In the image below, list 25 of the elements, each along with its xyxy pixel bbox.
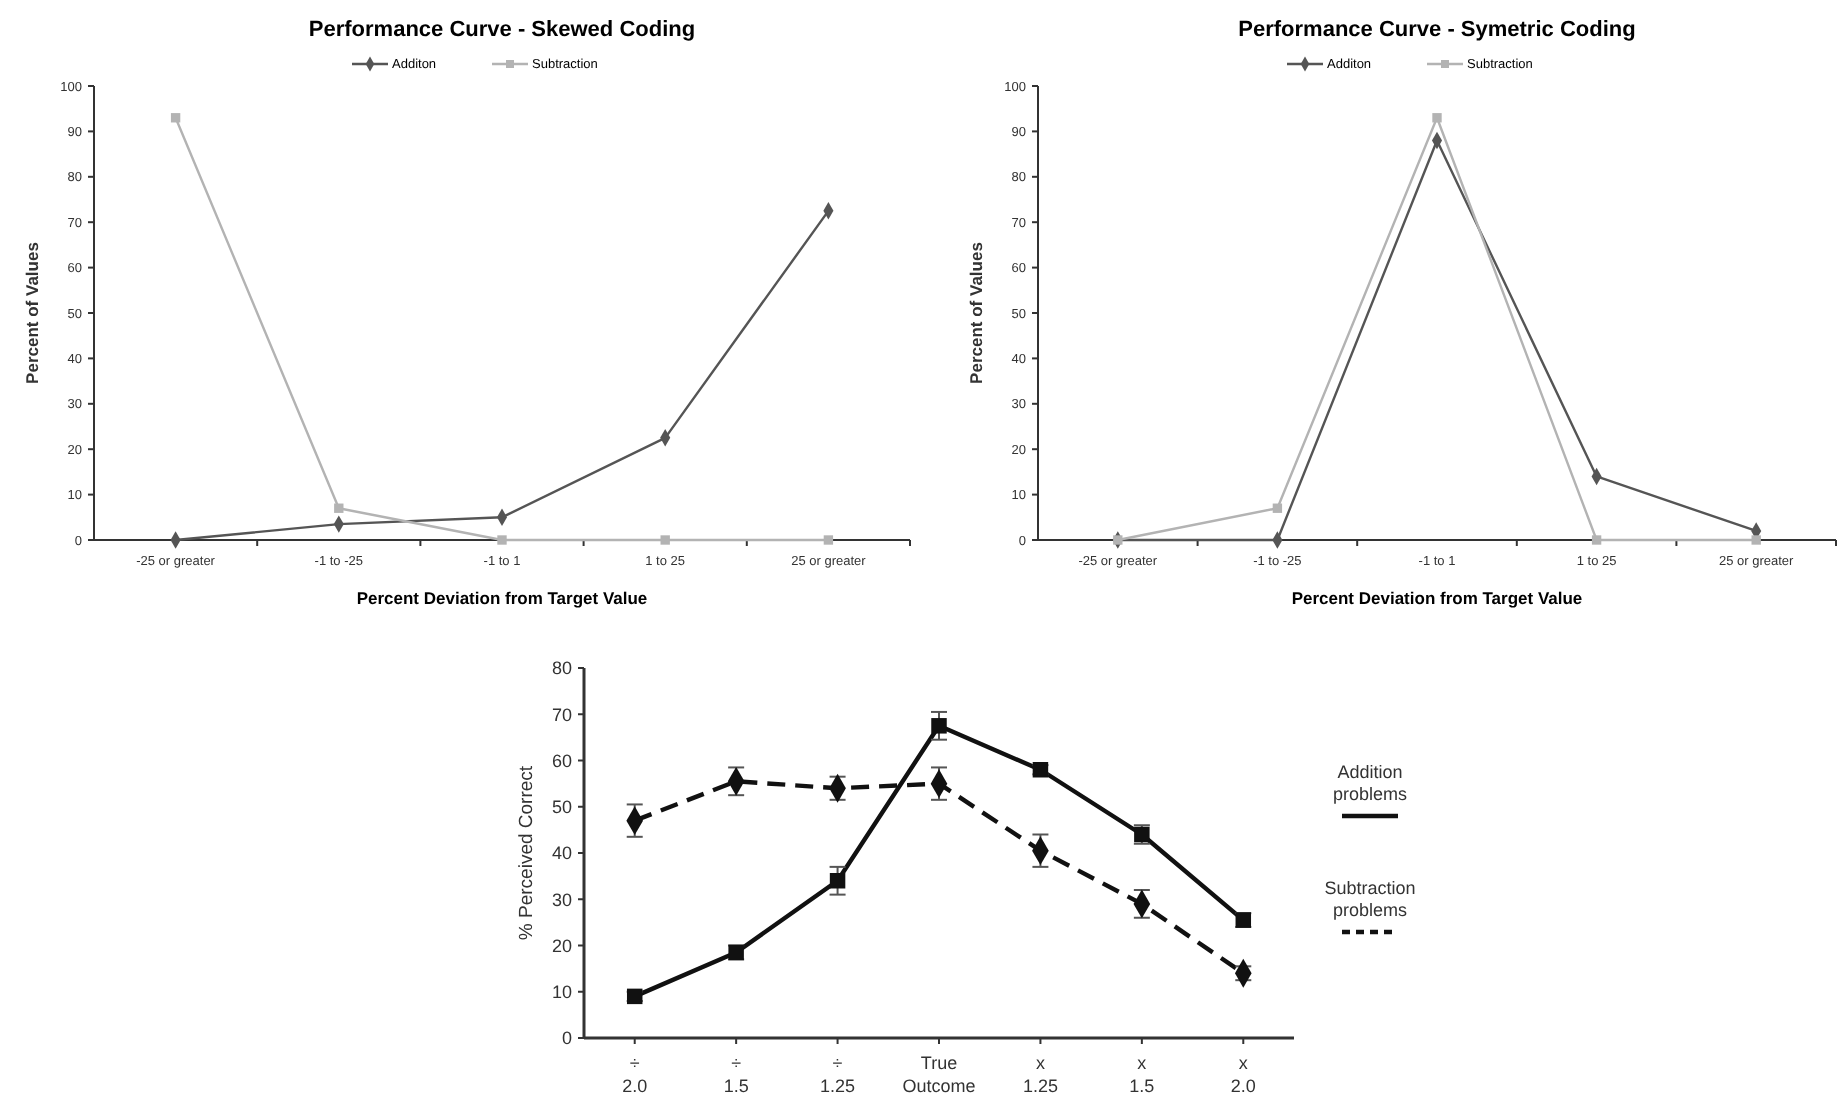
- y-tick-label: 10: [551, 982, 572, 1003]
- y-tick-label: 50: [551, 797, 572, 818]
- x-tick-label: x 1.5: [1129, 1053, 1155, 1096]
- chart-title: Performance Curve - Symetric Coding: [1238, 18, 1636, 42]
- y-axis-title: Percent of Values: [966, 241, 986, 384]
- x-tick-label: ÷ 1.25: [820, 1053, 856, 1096]
- x-axis-title: Percent Deviation from Target Value: [1291, 588, 1583, 608]
- y-tick-label: 70: [551, 704, 572, 725]
- text: Addition problems: [1332, 762, 1409, 804]
- y-tick-label: 30: [551, 889, 572, 910]
- y-tick-label: 20: [551, 935, 572, 956]
- y-axis-title: % Perceived Correct: [516, 765, 538, 941]
- y-axis-title: Percent of Values: [22, 241, 42, 384]
- text: Subtraction problems: [1324, 878, 1416, 920]
- x-tick-label: x 2.0: [1230, 1053, 1256, 1096]
- chart-title: Performance Curve - Skewed Coding: [308, 18, 696, 42]
- y-tick-label: 40: [551, 843, 572, 864]
- x-tick-label: x 1.25: [1022, 1053, 1058, 1096]
- x-tick-label: True Outcome: [902, 1053, 976, 1096]
- x-axis-title: Percent Deviation from Target Value: [356, 588, 648, 608]
- y-tick-label: 80: [551, 658, 572, 679]
- x-tick-label: ÷ 1.5: [723, 1053, 749, 1096]
- y-tick-label: 0: [561, 1028, 572, 1049]
- y-tick-label: 60: [551, 750, 572, 771]
- x-tick-label: ÷ 2.0: [622, 1053, 648, 1096]
